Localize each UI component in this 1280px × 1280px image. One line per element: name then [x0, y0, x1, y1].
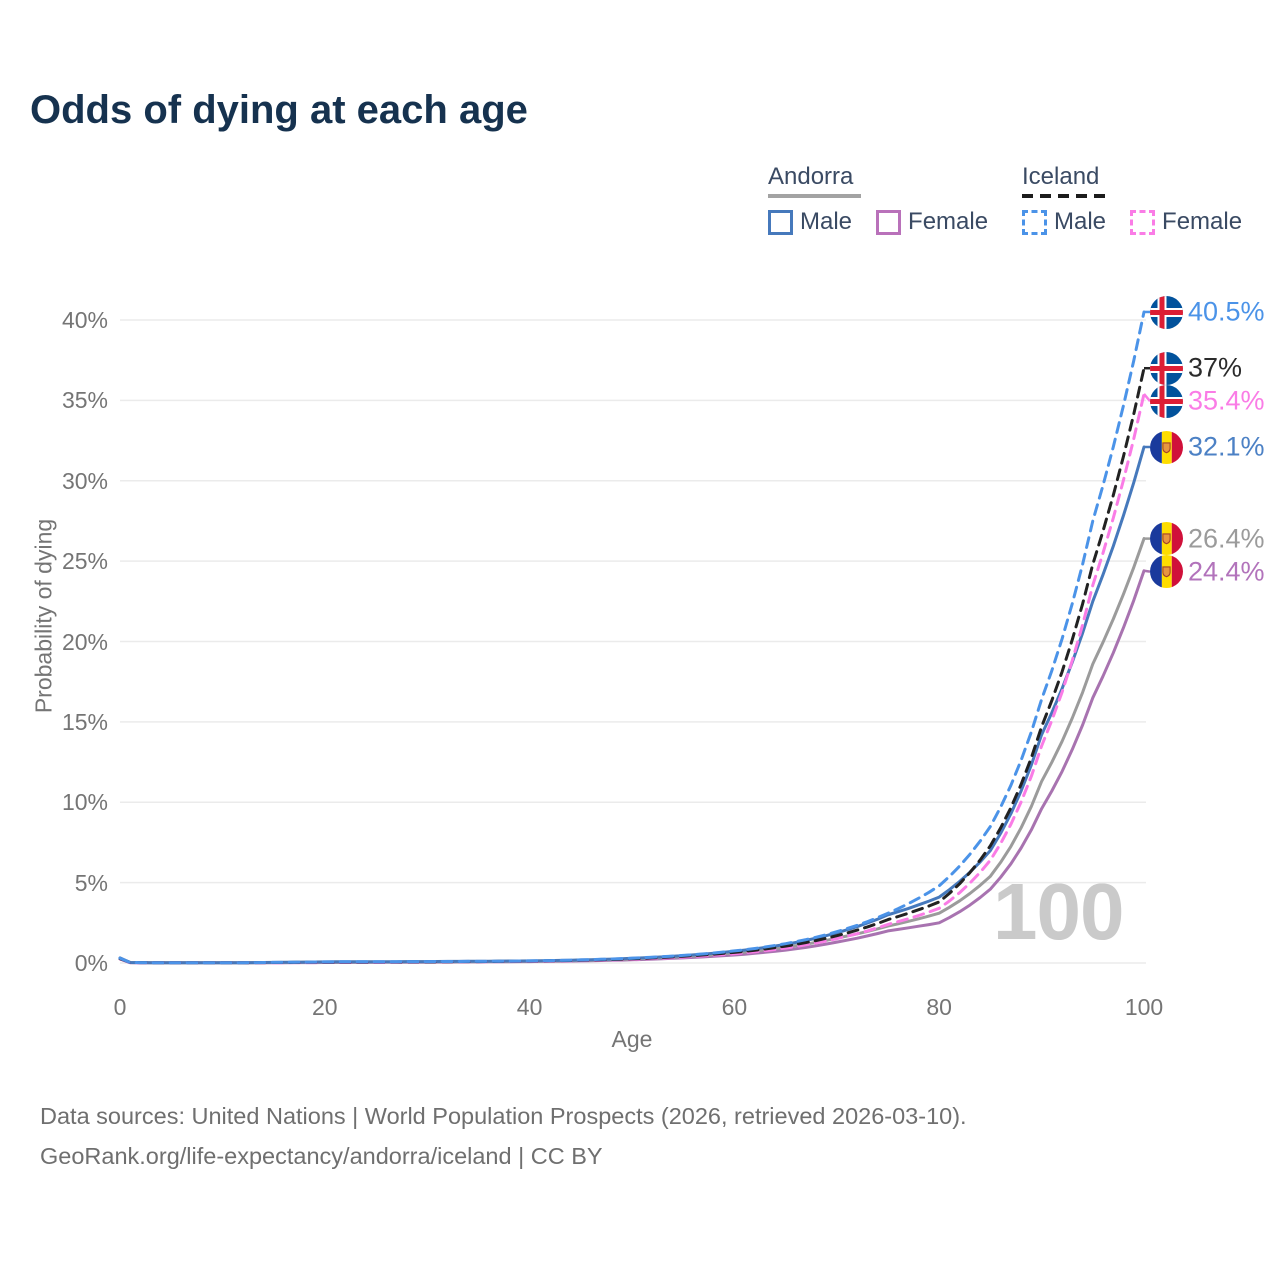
- iceland-flag-icon: [1150, 351, 1183, 385]
- andorra-flag-icon: [1150, 555, 1183, 589]
- y-tick-label: 5%: [74, 869, 108, 896]
- legend-group-andorra: Andorra Male Female: [768, 163, 1002, 236]
- legend-group-iceland: Iceland Male Female: [1022, 163, 1256, 236]
- series-line-iceland-male: [118, 310, 1146, 965]
- x-tick-label: 80: [926, 994, 952, 1020]
- legend-label: Female: [908, 208, 989, 235]
- y-tick-label: 15%: [61, 708, 108, 735]
- label-connector-andorra-female: [1143, 569, 1151, 573]
- end-value-label-andorra-male: 32.1%: [1188, 431, 1265, 462]
- legend-item-iceland-male[interactable]: Male: [1022, 208, 1106, 236]
- iceland-flag-icon: [1150, 384, 1183, 418]
- source-attribution: Data sources: United Nations | World Pop…: [40, 1096, 967, 1176]
- x-axis-title: Age: [611, 1026, 653, 1052]
- andorra-flag-icon: [1150, 430, 1183, 464]
- x-tick-label: 60: [721, 994, 748, 1020]
- y-tick-label: 35%: [61, 387, 108, 414]
- license-line: GeoRank.org/life-expectancy/andorra/icel…: [40, 1143, 603, 1169]
- andorra-flag-icon: [1150, 522, 1183, 556]
- end-value-label-andorra-female: 24.4%: [1188, 556, 1265, 587]
- legend-label: Female: [1162, 208, 1243, 235]
- series-line-andorra-female: [118, 569, 1146, 965]
- y-tick-label: 30%: [61, 467, 108, 494]
- x-tick-label: 0: [113, 994, 127, 1020]
- data-sources-line: Data sources: United Nations | World Pop…: [40, 1103, 967, 1129]
- series-line-iceland-both: [118, 366, 1146, 965]
- legend-header-andorra[interactable]: Andorra: [768, 163, 854, 190]
- end-value-label-iceland-both: 37%: [1188, 352, 1243, 383]
- legend-item-andorra-male[interactable]: Male: [768, 208, 852, 236]
- x-tick-label: 100: [1124, 994, 1164, 1020]
- iceland-line-sample: [1022, 194, 1106, 198]
- andorra-male-swatch-icon: [768, 209, 793, 235]
- age-watermark: 100: [993, 867, 1124, 956]
- label-connector-iceland-female: [1143, 393, 1151, 403]
- iceland-flag-icon: [1150, 295, 1183, 329]
- andorra-female-swatch-icon: [876, 209, 902, 235]
- page-title: Odds of dying at each age: [30, 88, 528, 132]
- legend-header-iceland[interactable]: Iceland: [1022, 163, 1100, 190]
- andorra-line-sample: [768, 194, 861, 198]
- y-tick-label: 0%: [74, 950, 108, 976]
- iceland-male-swatch-icon: [1022, 209, 1047, 235]
- legend-item-iceland-female[interactable]: Female: [1130, 208, 1242, 236]
- end-value-label-andorra-both: 26.4%: [1188, 523, 1265, 554]
- series-line-andorra-male: [118, 445, 1146, 965]
- legend-item-andorra-female[interactable]: Female: [876, 208, 988, 236]
- y-tick-label: 20%: [61, 628, 108, 655]
- legend-label: Male: [1054, 208, 1107, 235]
- end-value-label-iceland-female: 35.4%: [1188, 385, 1265, 416]
- x-tick-label: 20: [312, 994, 338, 1020]
- y-tick-label: 10%: [61, 789, 108, 816]
- y-tick-label: 40%: [61, 307, 108, 333]
- series-line-andorra-both: [118, 537, 1146, 965]
- x-tick-label: 40: [516, 994, 543, 1020]
- legend-label: Male: [800, 208, 853, 235]
- y-tick-label: 25%: [61, 548, 108, 575]
- iceland-female-swatch-icon: [1130, 209, 1156, 235]
- end-value-label-iceland-male: 40.5%: [1188, 296, 1265, 327]
